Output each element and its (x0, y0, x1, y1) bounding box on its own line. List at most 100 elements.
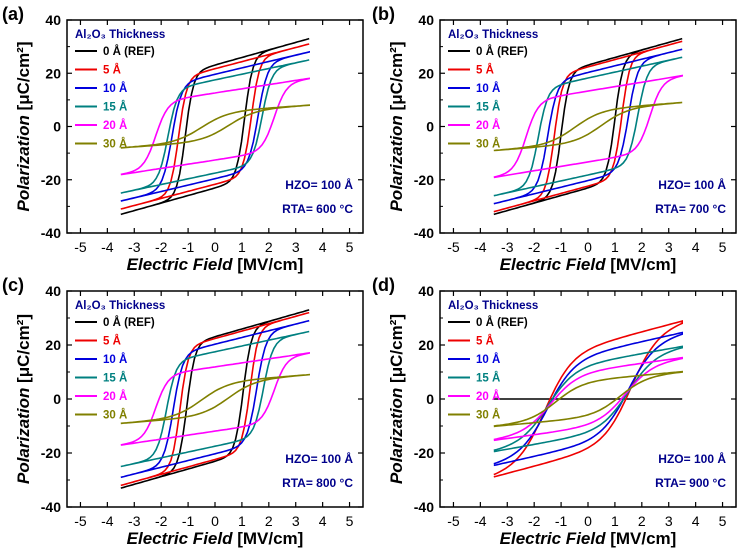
x-tick-label: -1 (182, 513, 195, 529)
y-tick-label: -40 (41, 499, 61, 515)
legend-title: Al₂O₃ Thickness (75, 300, 165, 312)
panel-label: (d) (372, 275, 395, 295)
legend-entry: 10 Å (476, 82, 500, 95)
legend-entry: 30 Å (476, 138, 500, 151)
x-tick-label: -5 (447, 239, 460, 255)
x-tick-label: 4 (692, 513, 700, 529)
x-tick-label: 5 (719, 513, 727, 529)
panel-label: (a) (2, 4, 24, 24)
legend-entry: 20 Å (103, 119, 127, 132)
legend-entry: 30 Å (103, 138, 127, 151)
x-tick-label: -3 (501, 239, 514, 255)
x-tick-label: 2 (265, 239, 273, 255)
legend-title: Al₂O₃ Thickness (448, 300, 538, 312)
y-tick-label: -40 (414, 499, 434, 515)
series-line (493, 74, 683, 179)
y-tick-label: -40 (414, 225, 434, 241)
x-tick-label: 3 (292, 513, 300, 529)
x-axis-label: Electric Field [MV/cm] (127, 255, 304, 274)
x-tick-label: 3 (292, 239, 300, 255)
legend-entry: 0 Å (REF) (476, 45, 528, 58)
legend-entry: 5 Å (103, 335, 121, 348)
y-tick-label: 40 (45, 12, 61, 28)
x-tick-label: -4 (474, 513, 487, 529)
x-tick-label: 0 (584, 239, 592, 255)
y-tick-label: 0 (426, 391, 434, 407)
legend-entry: 15 Å (476, 101, 500, 114)
x-tick-label: -5 (74, 513, 87, 529)
y-tick-label: -20 (414, 445, 434, 461)
y-tick-label: 20 (45, 65, 61, 81)
x-tick-label: -4 (101, 239, 114, 255)
legend-entry: 20 Å (476, 390, 500, 403)
x-tick-label: 3 (665, 513, 673, 529)
legend-title: Al₂O₃ Thickness (448, 29, 538, 41)
series-line (493, 40, 683, 213)
x-tick-label: -5 (447, 513, 460, 529)
series-line (120, 77, 310, 176)
x-tick-label: -2 (155, 239, 168, 255)
series-line (493, 320, 683, 478)
chart-panel-b: -5 -4 -3 -2 -1 0 1 2 3 4 5 -40 -20 0 20 40 (b) Electric F… (372, 4, 737, 274)
legend-entry: 5 Å (476, 335, 494, 348)
annotation: HZO= 100 Å (658, 177, 726, 192)
x-tick-label: 0 (211, 239, 219, 255)
x-tick-label: 5 (346, 239, 354, 255)
series-group (493, 320, 683, 478)
legend-entry: 0 Å (REF) (103, 45, 155, 58)
x-tick-label: -2 (528, 513, 541, 529)
legend-entry: 15 Å (476, 372, 500, 385)
series-line (120, 50, 310, 202)
x-tick-label: 0 (584, 513, 592, 529)
x-tick-label: 1 (611, 513, 619, 529)
x-tick-label: -1 (555, 513, 568, 529)
x-tick-label: 1 (238, 513, 246, 529)
x-tick-label: 5 (719, 239, 727, 255)
series-line (120, 319, 310, 479)
y-tick-label: 40 (45, 283, 61, 299)
series-line (493, 101, 683, 152)
y-tick-label: 20 (45, 337, 61, 353)
series-line (120, 330, 310, 468)
x-tick-label: 2 (638, 239, 646, 255)
y-tick-label: -20 (41, 172, 61, 188)
panel-label: (c) (2, 275, 24, 295)
x-tick-label: -5 (74, 239, 87, 255)
series-line (120, 59, 310, 194)
y-tick-label: 0 (426, 119, 434, 135)
annotation: HZO= 100 Å (658, 451, 726, 466)
series-line (493, 37, 683, 216)
y-axis-label: Polarization [μC/cm²] (387, 41, 406, 211)
series-group (493, 37, 683, 216)
y-axis-label: Polarization [μC/cm²] (14, 314, 33, 484)
x-tick-label: -3 (501, 513, 514, 529)
panel-label: (b) (372, 4, 395, 24)
x-tick-label: -1 (555, 239, 568, 255)
annotation: HZO= 100 Å (285, 451, 353, 466)
x-tick-label: 1 (238, 239, 246, 255)
series-line (120, 37, 310, 216)
y-tick-label: 40 (418, 283, 434, 299)
x-tick-label: -4 (474, 239, 487, 255)
x-tick-label: 4 (319, 239, 327, 255)
legend-entry: 0 Å (REF) (103, 316, 155, 329)
x-tick-label: 1 (611, 239, 619, 255)
y-tick-label: 20 (418, 337, 434, 353)
x-tick-label: -3 (128, 513, 141, 529)
series-line (493, 370, 683, 428)
chart-panel-d: -5 -4 -3 -2 -1 0 1 2 3 4 5 -40 -20 0 20 40 (d) Electric F… (372, 275, 737, 548)
series-line (120, 351, 310, 446)
x-tick-label: -1 (182, 239, 195, 255)
x-tick-label: 2 (265, 513, 273, 529)
legend-entry: 0 Å (REF) (476, 316, 528, 329)
x-tick-label: 4 (692, 239, 700, 255)
y-tick-label: 0 (53, 119, 61, 135)
x-tick-label: 4 (319, 513, 327, 529)
legend-entry: 10 Å (103, 353, 127, 366)
series-line (493, 345, 683, 453)
legend-entry: 15 Å (103, 372, 127, 385)
series-line (120, 309, 310, 489)
series-line (493, 356, 683, 442)
annotation: HZO= 100 Å (285, 177, 353, 192)
